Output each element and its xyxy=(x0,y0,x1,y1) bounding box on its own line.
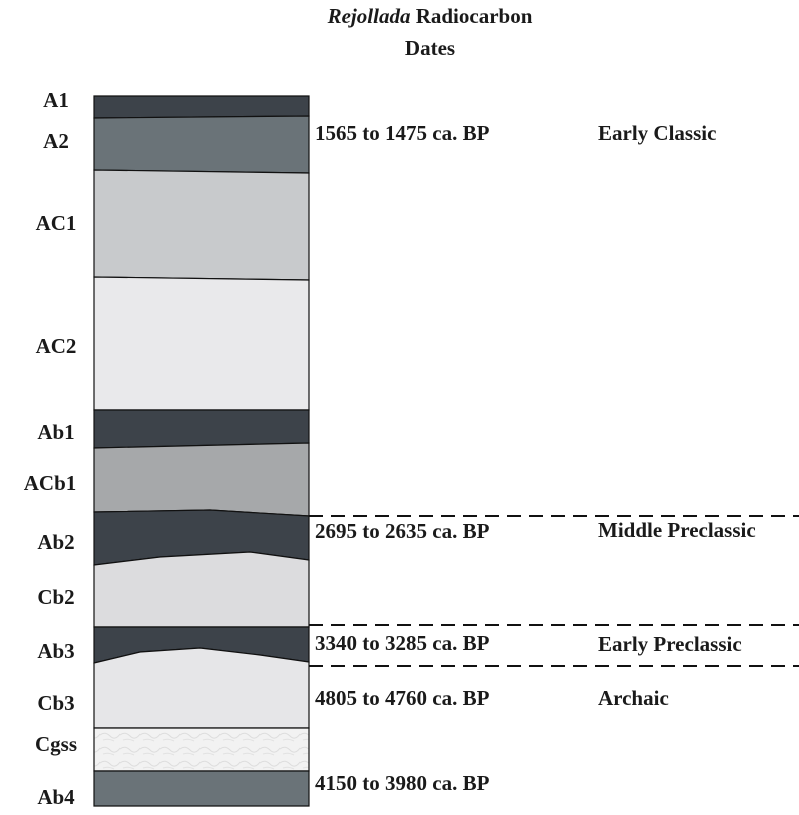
layer xyxy=(94,277,309,410)
soil-profile: Rejollada Radiocarbon Dates A1 A2 AC1 AC… xyxy=(0,0,799,815)
layer xyxy=(94,728,309,771)
horizon-label: AC2 xyxy=(36,334,77,358)
period-label: Early Classic xyxy=(598,121,716,145)
layer xyxy=(94,443,309,516)
horizon-labels: A1 A2 AC1 AC2 Ab1 ACb1 Ab2 Cb2 Ab3 Cb3 C… xyxy=(24,88,77,809)
layer xyxy=(94,648,309,728)
period-label: Early Preclassic xyxy=(598,632,742,656)
layer xyxy=(94,116,309,173)
horizon-label: Cgss xyxy=(35,732,77,756)
horizon-label: Ab1 xyxy=(37,420,74,444)
layer xyxy=(94,96,309,118)
layer xyxy=(94,552,309,627)
horizon-label: AC1 xyxy=(36,211,77,235)
period-label: Archaic xyxy=(598,686,669,710)
title: Rejollada Radiocarbon xyxy=(327,4,533,28)
period-label: Middle Preclassic xyxy=(598,518,756,542)
layer xyxy=(94,410,309,448)
layer xyxy=(94,170,309,280)
layers xyxy=(94,96,309,806)
date-label: 2695 to 2635 ca. BP xyxy=(315,519,490,543)
horizon-label: A1 xyxy=(43,88,69,112)
horizon-label: Cb2 xyxy=(37,585,74,609)
horizon-label: Ab2 xyxy=(37,530,74,554)
horizon-label: A2 xyxy=(43,129,69,153)
title: Dates xyxy=(405,36,455,60)
horizon-label: Cb3 xyxy=(37,691,74,715)
date-label: 3340 to 3285 ca. BP xyxy=(315,631,490,655)
horizon-label: Ab3 xyxy=(37,639,74,663)
horizon-label: ACb1 xyxy=(24,471,77,495)
date-label: 4805 to 4760 ca. BP xyxy=(315,686,490,710)
date-label: 4150 to 3980 ca. BP xyxy=(315,771,490,795)
date-label: 1565 to 1475 ca. BP xyxy=(315,121,490,145)
layer xyxy=(94,771,309,806)
horizon-label: Ab4 xyxy=(37,785,75,809)
